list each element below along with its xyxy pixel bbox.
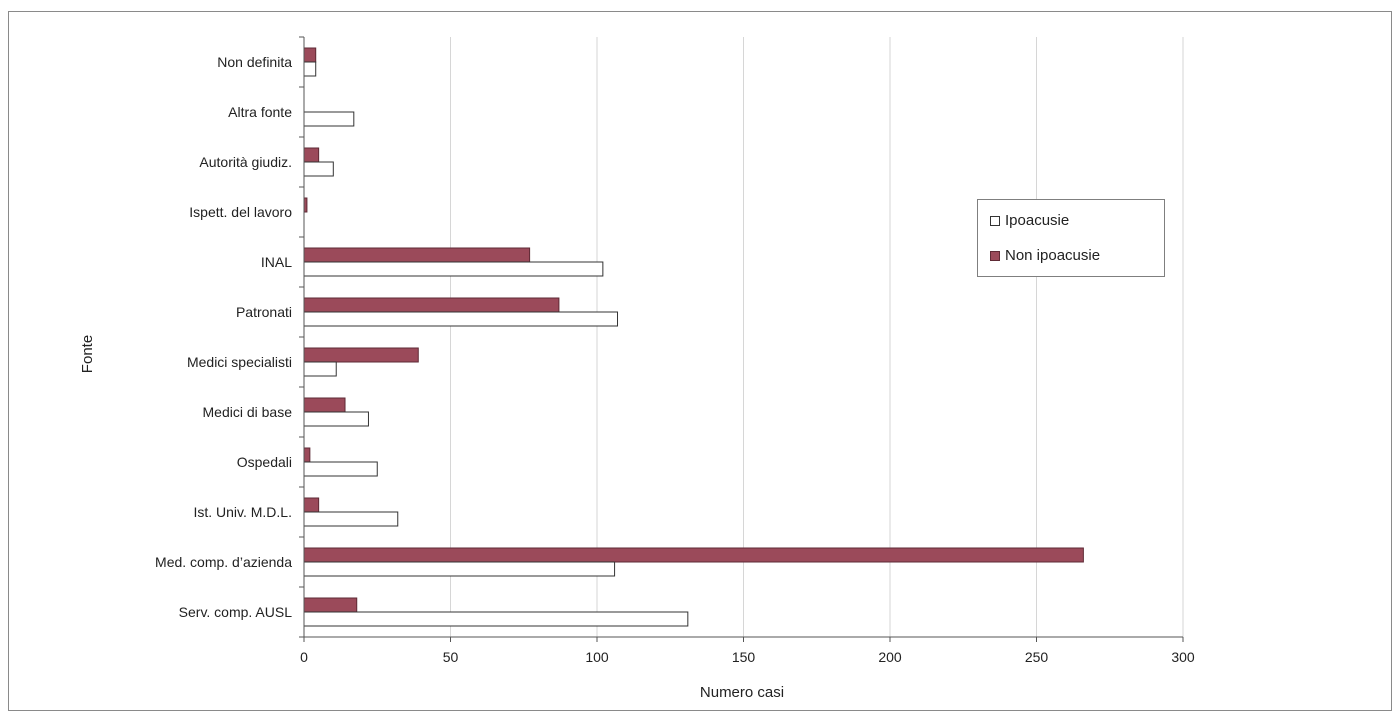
chart-frame	[8, 11, 1392, 711]
y-axis-title: Fonte	[79, 335, 96, 373]
axes	[299, 36, 1184, 642]
bar-non-ipoacusie	[303, 247, 531, 263]
x-tick-label: 50	[443, 649, 459, 665]
x-tick-label: 300	[1171, 649, 1195, 665]
category-label: Non definita	[217, 54, 292, 70]
gridlines	[450, 37, 1184, 637]
x-tick-label: 150	[732, 649, 756, 665]
category-label: Medici di base	[203, 404, 293, 420]
bar-ipoacusie	[303, 61, 317, 77]
bar-non-ipoacusie	[303, 397, 346, 413]
bar-ipoacusie	[303, 261, 604, 277]
category-label: Ispett. del lavoro	[189, 204, 292, 220]
bar-ipoacusie	[303, 461, 378, 477]
bar-non-ipoacusie	[303, 597, 358, 613]
bar-ipoacusie	[303, 111, 355, 127]
bar-ipoacusie	[303, 361, 337, 377]
bar-ipoacusie	[303, 311, 619, 327]
category-labels: Serv. comp. AUSL Med. comp. d’azienda Ist.…	[155, 54, 292, 620]
bar-non-ipoacusie	[303, 547, 1084, 563]
x-tick-label: 250	[1025, 649, 1049, 665]
x-tick-label: 0	[300, 649, 308, 665]
legend-label: Non ipoacusie	[1005, 247, 1101, 264]
bar-ipoacusie	[303, 511, 399, 527]
legend: Ipoacusie Non ipoacusie	[977, 199, 1165, 277]
legend-item-ipoacusie: Ipoacusie	[990, 212, 1069, 229]
legend-item-non-ipoacusie: Non ipoacusie	[990, 247, 1100, 264]
x-tick-labels: 0 50 100 150 200 250 300	[300, 649, 1195, 665]
category-label: Medici specialisti	[187, 354, 292, 370]
bar-ipoacusie	[303, 411, 369, 427]
category-label: INAL	[261, 254, 292, 270]
category-label: Autorità giudiz.	[199, 154, 292, 170]
bar-non-ipoacusie	[303, 447, 311, 463]
bar-ipoacusie	[303, 561, 616, 577]
bar-non-ipoacusie	[303, 147, 320, 163]
bars	[303, 47, 1084, 627]
category-label: Ist. Univ. M.D.L.	[193, 504, 292, 520]
bar-non-ipoacusie	[303, 47, 317, 63]
bar-ipoacusie	[303, 161, 334, 177]
category-label: Ospedali	[237, 454, 292, 470]
category-label: Altra fonte	[228, 104, 292, 120]
category-label: Patronati	[236, 304, 292, 320]
x-tick-label: 100	[585, 649, 609, 665]
bar-ipoacusie	[303, 611, 689, 627]
bar-non-ipoacusie	[303, 497, 320, 513]
x-tick-label: 200	[878, 649, 902, 665]
legend-swatch-ipoacusie	[990, 215, 1000, 226]
x-axis-title: Numero casi	[700, 684, 784, 701]
legend-label: Ipoacusie	[1005, 212, 1070, 229]
legend-swatch-non-ipoacusie	[990, 250, 1000, 261]
bar-non-ipoacusie	[303, 347, 419, 363]
category-label: Med. comp. d’azienda	[155, 554, 292, 570]
category-label: Serv. comp. AUSL	[179, 604, 293, 620]
bar-non-ipoacusie	[303, 297, 560, 313]
